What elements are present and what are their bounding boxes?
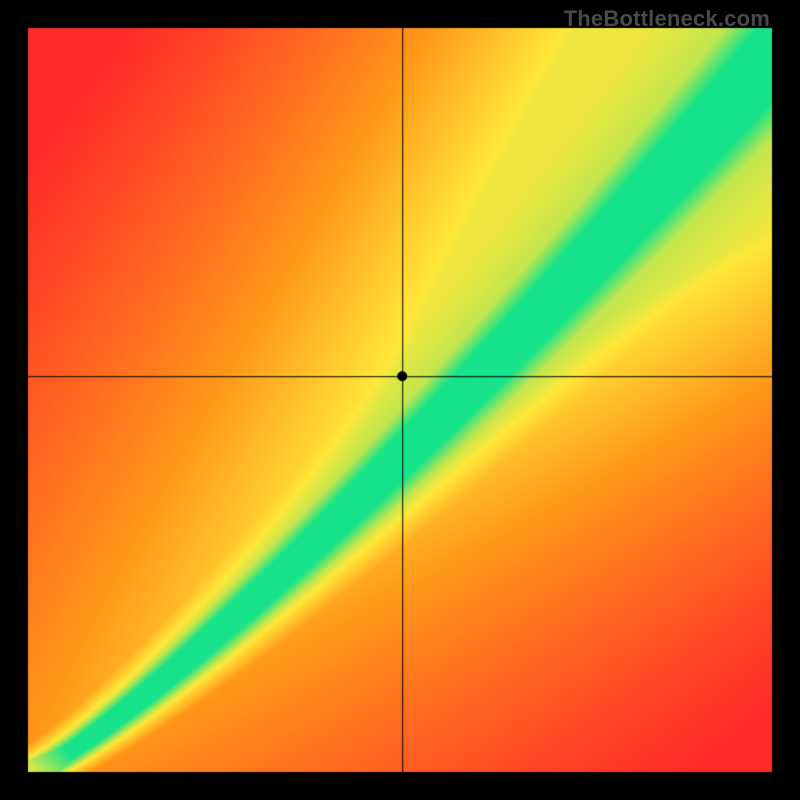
bottleneck-heatmap bbox=[0, 0, 800, 800]
watermark-text: TheBottleneck.com bbox=[564, 6, 770, 32]
